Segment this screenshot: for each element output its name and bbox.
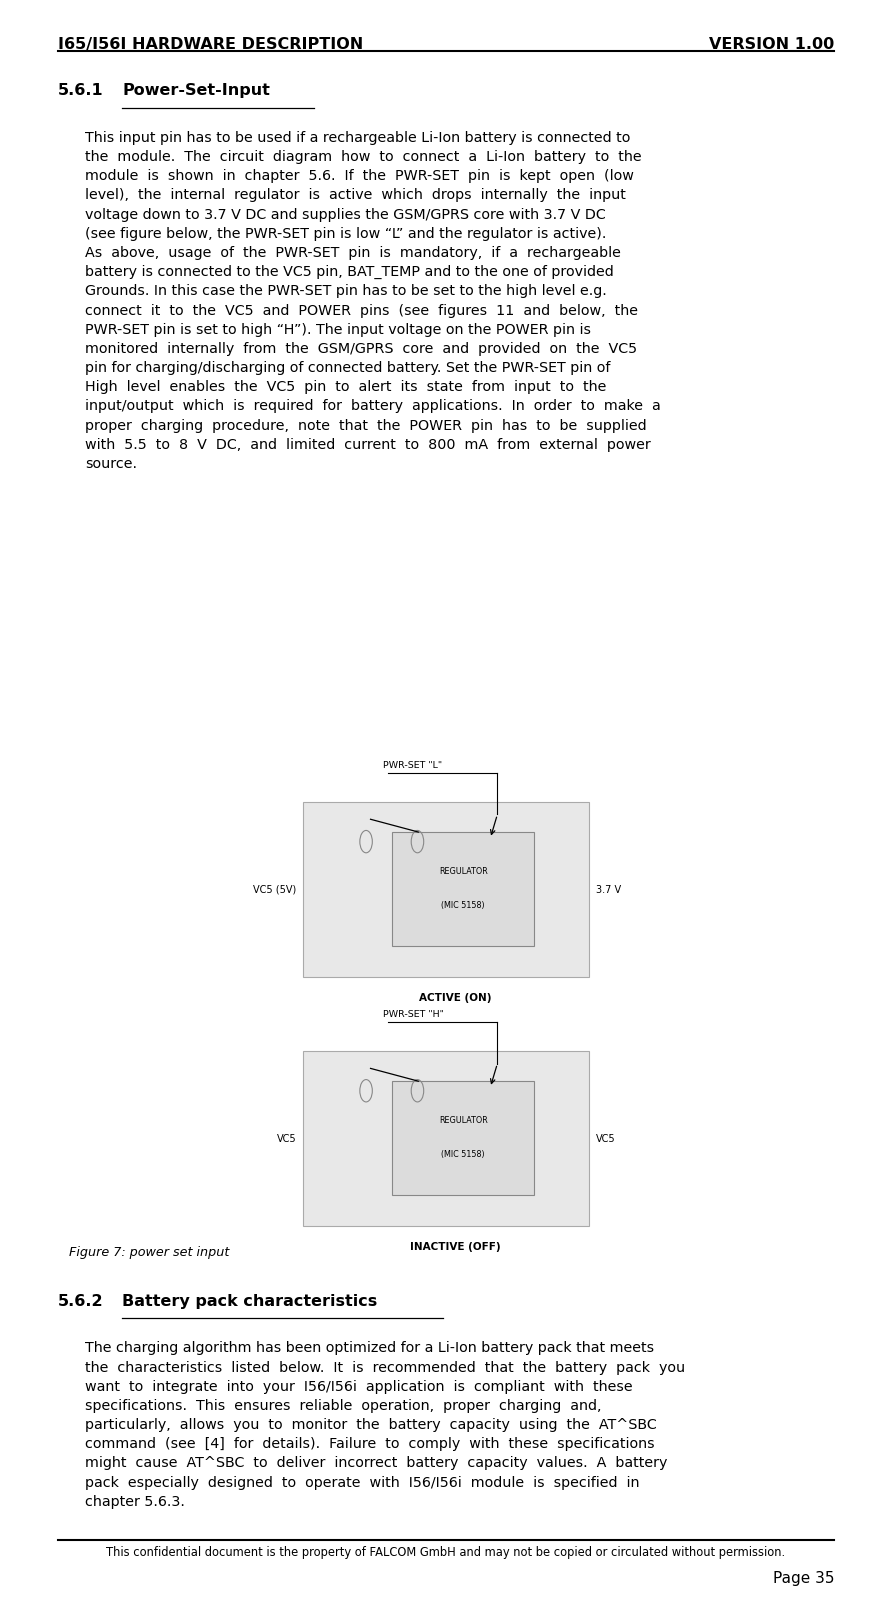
Text: (MIC 5158): (MIC 5158) — [442, 901, 485, 910]
Text: VC5 (5V): VC5 (5V) — [253, 885, 296, 894]
Text: Battery pack characteristics: Battery pack characteristics — [122, 1294, 377, 1308]
Text: 3.7 V: 3.7 V — [596, 885, 621, 894]
Bar — [392, 832, 534, 945]
Text: PWR-SET "L": PWR-SET "L" — [384, 760, 442, 770]
Text: VC5: VC5 — [277, 1134, 296, 1143]
Text: Power-Set-Input: Power-Set-Input — [122, 83, 270, 97]
Text: REGULATOR: REGULATOR — [439, 1116, 488, 1126]
Text: Page 35: Page 35 — [772, 1571, 834, 1586]
Text: 5.6.1: 5.6.1 — [58, 83, 103, 97]
Text: This input pin has to be used if a rechargeable Li-Ion battery is connected to
t: This input pin has to be used if a recha… — [85, 131, 660, 471]
Text: VERSION 1.00: VERSION 1.00 — [709, 37, 834, 51]
Text: PWR-SET "H": PWR-SET "H" — [384, 1009, 444, 1019]
Text: I65/I56I HARDWARE DESCRIPTION: I65/I56I HARDWARE DESCRIPTION — [58, 37, 363, 51]
Bar — [392, 1081, 534, 1195]
Text: VC5: VC5 — [596, 1134, 615, 1143]
Text: INACTIVE (OFF): INACTIVE (OFF) — [409, 1242, 500, 1252]
Text: REGULATOR: REGULATOR — [439, 867, 488, 877]
Text: (MIC 5158): (MIC 5158) — [442, 1150, 485, 1159]
Bar — [303, 802, 589, 977]
Text: The charging algorithm has been optimized for a Li-Ion battery pack that meets
t: The charging algorithm has been optimize… — [85, 1341, 685, 1509]
Text: Figure 7: power set input: Figure 7: power set input — [69, 1246, 229, 1258]
Bar — [303, 1051, 589, 1226]
Text: 5.6.2: 5.6.2 — [58, 1294, 103, 1308]
Text: ACTIVE (ON): ACTIVE (ON) — [418, 993, 491, 1003]
Text: This confidential document is the property of FALCOM GmbH and may not be copied : This confidential document is the proper… — [106, 1546, 786, 1559]
